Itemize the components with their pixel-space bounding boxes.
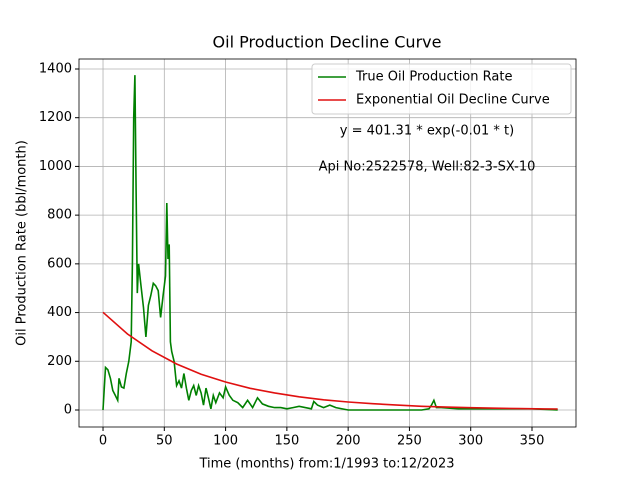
x-tick-label: 150 xyxy=(274,434,299,449)
y-tick-label: 1400 xyxy=(39,61,72,76)
y-tick-label: 1000 xyxy=(39,159,72,174)
x-tick-label: 300 xyxy=(458,434,483,449)
legend-box xyxy=(311,63,572,115)
y-tick-label: 600 xyxy=(47,256,72,271)
y-tick-label: 400 xyxy=(47,305,72,320)
x-axis-label: Time (months) from:1/1993 to:12/2023 xyxy=(198,457,454,472)
x-tick-label: 100 xyxy=(213,434,238,449)
x-tick-label: 250 xyxy=(397,434,422,449)
x-tick-label: 50 xyxy=(156,434,173,449)
annotation: Api No:2522578, Well:82-3-SX-10 xyxy=(319,160,536,175)
x-tick-label: 200 xyxy=(336,434,361,449)
y-tick-label: 800 xyxy=(47,208,72,223)
chart-title: Oil Production Decline Curve xyxy=(213,33,442,52)
series-line xyxy=(102,75,558,411)
legend-label: True Oil Production Rate xyxy=(355,70,512,85)
legend-label: Exponential Oil Decline Curve xyxy=(356,93,550,108)
x-tick-label: 0 xyxy=(99,434,107,449)
y-axis-label: Oil Production Rate (bbl/month) xyxy=(15,140,30,346)
plot-frame xyxy=(78,58,577,428)
y-tick-label: 200 xyxy=(47,354,72,369)
annotation: y = 401.31 * exp(-0.01 * t) xyxy=(340,124,514,139)
series-line xyxy=(102,311,558,410)
y-tick-label: 0 xyxy=(64,402,72,417)
y-tick-label: 1200 xyxy=(39,110,72,125)
x-tick-label: 350 xyxy=(520,434,545,449)
